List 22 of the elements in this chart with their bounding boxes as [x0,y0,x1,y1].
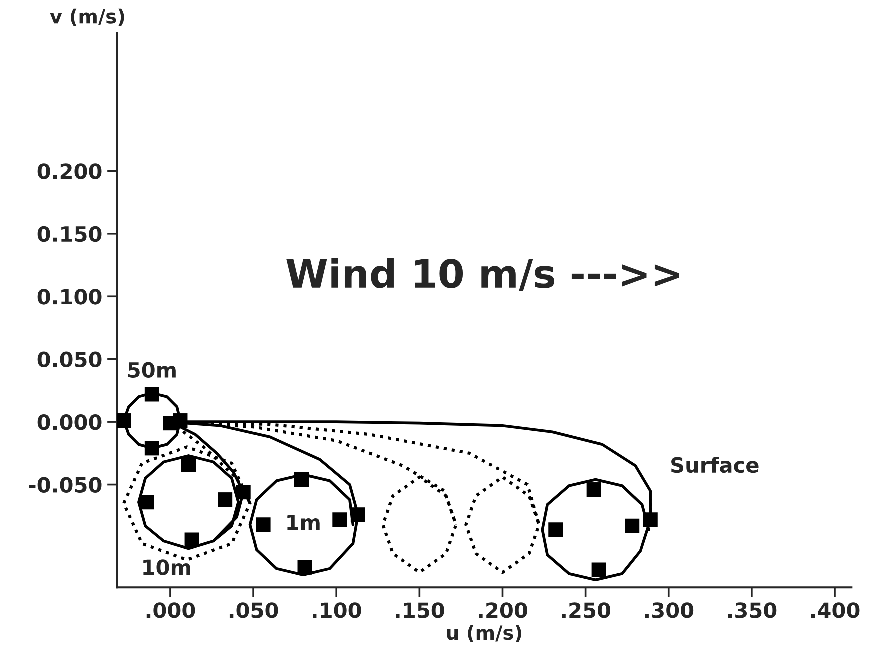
series-label: 10m [144,560,190,576]
x-tick-label: .000 [146,602,196,618]
x-tick-label: .350 [728,602,777,618]
x-tick-label: .050 [230,602,278,618]
series-label: 1m [288,514,320,530]
y-axis-title: v (m/s) [50,8,124,26]
x-tick-label: .200 [479,602,528,618]
x-tick-label: .100 [313,602,362,618]
x-tick-label: .300 [645,602,694,618]
x-tick-label: .250 [562,602,611,618]
x-tick-label: .150 [396,602,444,618]
series-label: 50m [128,362,176,378]
y-tick-label: 0.100 [38,289,102,305]
y-tick-label: 0.050 [38,352,102,368]
y-tick-label: 0.000 [38,414,102,430]
x-tick-label: .400 [811,602,860,618]
y-tick-label: -0.050 [29,477,102,493]
series-label: Surface [672,457,759,474]
x-axis-title: u (m/s) [447,625,522,643]
annotation: Wind 10 m/s --->> [286,258,680,292]
y-tick-label: 0.200 [38,164,102,180]
y-tick-label: 0.150 [38,226,102,242]
